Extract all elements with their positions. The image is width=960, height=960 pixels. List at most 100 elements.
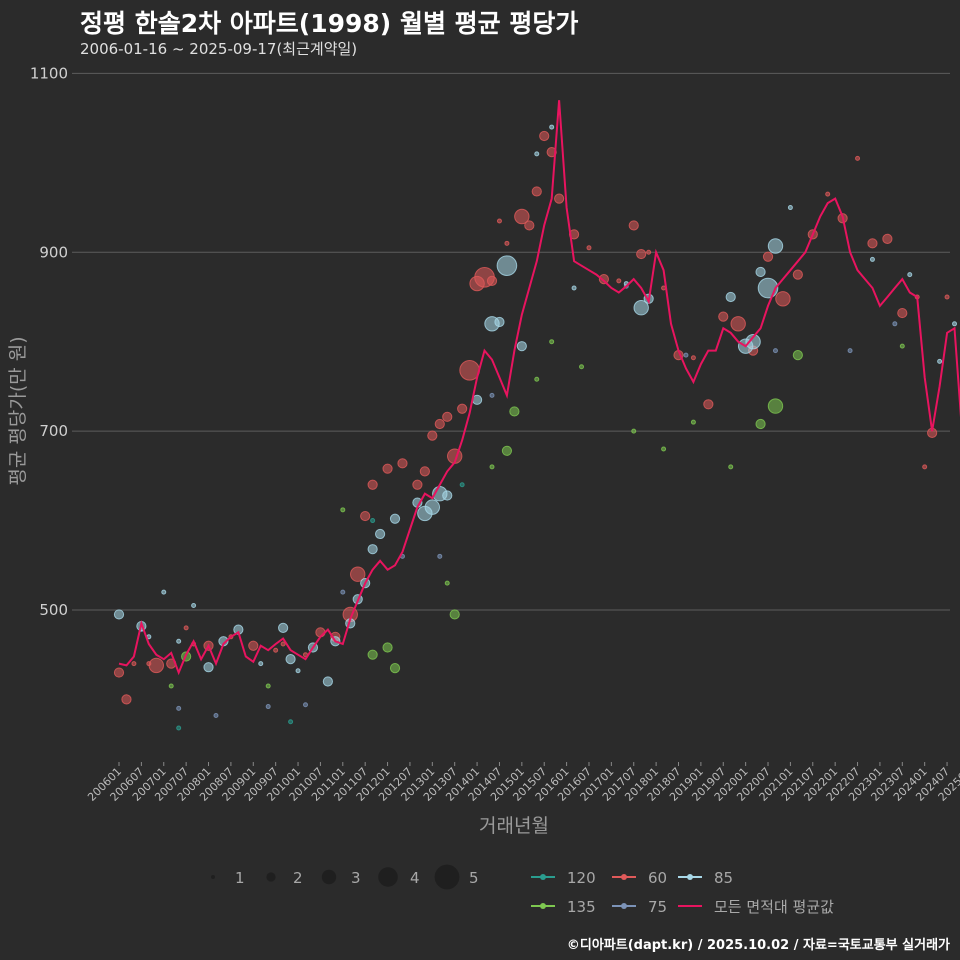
point-60-2013-03 — [434, 418, 445, 430]
point-60-2022-11 — [867, 238, 878, 249]
legend-label-75: 75 — [648, 898, 667, 916]
size-legend-label-4: 4 — [410, 869, 420, 887]
point-60-2020-07 — [762, 251, 774, 262]
point-85-2021-01 — [787, 205, 793, 211]
point-85-2017-09 — [633, 300, 649, 316]
point-135-2019-09 — [728, 464, 734, 470]
point-60-2013-01 — [427, 430, 438, 441]
point-135-2011-01 — [340, 507, 346, 513]
point-135-2020-05 — [755, 418, 766, 430]
point-60-2009-09 — [280, 641, 286, 647]
point-60-2016-11 — [598, 273, 610, 285]
y-tick-labels: 500 700 900 1100 — [30, 64, 68, 619]
point-120-2009-11 — [288, 719, 294, 725]
point-85-2010-09 — [322, 676, 333, 687]
point-75-2023-05 — [892, 321, 898, 327]
point-135-2018-03 — [661, 446, 667, 452]
point-85-2009-09 — [278, 622, 289, 633]
point-60-2019-07 — [718, 311, 729, 322]
legend-dot-135 — [540, 903, 546, 909]
point-75-2020-09 — [772, 348, 778, 354]
size-legend: 1 2 3 4 5 — [211, 864, 479, 890]
point-60-2013-09 — [457, 403, 468, 414]
legend-label-85: 85 — [714, 869, 733, 887]
point-120-2007-05 — [176, 725, 182, 731]
point-60-2014-05 — [486, 275, 498, 286]
x-axis-title: 거래년월 — [479, 815, 549, 837]
point-135-2007-03 — [168, 683, 174, 689]
point-135-2013-07 — [449, 609, 460, 620]
size-legend-dot-5 — [434, 864, 460, 890]
point-120-2011-09 — [370, 518, 376, 524]
point-85-2020-09 — [767, 238, 784, 254]
point-85-2024-05 — [937, 358, 943, 364]
point-85-2008-01 — [203, 662, 214, 673]
point-60-2021-11 — [825, 191, 831, 197]
point-60-2015-01 — [514, 208, 530, 225]
point-60-2015-07 — [539, 130, 550, 142]
point-85-2009-03 — [258, 661, 264, 667]
point-85-2014-07 — [494, 316, 505, 328]
point-135-2009-05 — [265, 683, 271, 689]
point-60-2023-07 — [897, 307, 908, 319]
point-60-2024-07 — [944, 294, 950, 300]
point-60-2022-07 — [855, 155, 861, 161]
y-axis-title: 평균 평당가(만 원) — [7, 336, 29, 485]
point-135-2016-05 — [579, 364, 585, 370]
point-85-2010-01 — [295, 668, 301, 674]
point-60-2016-07 — [586, 245, 592, 251]
point-135-2018-11 — [690, 419, 696, 425]
point-60-2011-07 — [360, 510, 371, 522]
point-85-2013-01 — [424, 499, 441, 515]
point-85-2013-05 — [442, 490, 453, 501]
point-135-2011-09 — [367, 649, 378, 660]
source-caption: ©디아파트(dapt.kr) / 2025.10.02 / 자료=국토교통부 실… — [566, 938, 950, 953]
chart-subtitle: 2006-01-16 ~ 2025-09-17(최근계약일) — [80, 40, 358, 58]
point-135-2012-03 — [389, 663, 401, 674]
legend-label-120: 120 — [567, 869, 596, 887]
point-60-2017-09 — [636, 248, 647, 260]
point-135-2013-05 — [444, 580, 450, 586]
grid-lines — [72, 72, 950, 611]
point-135-2014-05 — [489, 464, 495, 470]
legend-dot-85 — [687, 874, 693, 880]
point-75-2014-05 — [489, 392, 495, 398]
point-60-2012-05 — [397, 458, 408, 469]
point-60-2006-11 — [148, 657, 165, 674]
point-85-2012-03 — [389, 513, 401, 524]
point-75-2022-05 — [847, 348, 853, 354]
point-85-2024-09 — [952, 321, 958, 327]
point-60-2017-07 — [628, 220, 639, 231]
point-85-2019-09 — [725, 291, 736, 303]
point-135-2017-07 — [631, 428, 637, 434]
point-85-2007-01 — [161, 589, 167, 595]
point-60-2011-09 — [367, 479, 378, 490]
point-85-2007-09 — [191, 603, 197, 609]
chart-title: 정평 한솔2차 아파트(1998) 월별 평균 평당가 — [80, 9, 579, 38]
point-75-2007-05 — [176, 705, 182, 711]
point-135-2015-05 — [534, 376, 540, 382]
point-135-2015-09 — [549, 339, 555, 345]
point-120-2013-09 — [459, 482, 465, 488]
y-tick-700: 700 — [39, 422, 68, 440]
x-tick-labels: 2006012006072007012007072008012008072009… — [85, 762, 960, 804]
point-135-2020-09 — [767, 398, 784, 414]
point-75-2010-03 — [303, 702, 308, 708]
color-legend: 120 60 85 135 75 모든 면적대 평균값 — [531, 869, 834, 916]
point-75-2018-09 — [683, 352, 689, 358]
point-85-2007-05 — [176, 638, 182, 644]
point-135-2014-09 — [501, 445, 513, 456]
point-60-2012-09 — [412, 479, 423, 490]
average-line — [118, 100, 960, 676]
point-85-2015-09 — [549, 124, 555, 130]
point-85-2020-05 — [755, 266, 766, 278]
point-135-2023-07 — [899, 343, 905, 349]
legend-label-60: 60 — [648, 869, 667, 887]
point-85-2015-05 — [534, 151, 540, 157]
size-legend-label-1: 1 — [235, 869, 245, 887]
point-60-2006-01 — [113, 667, 125, 678]
point-85-2022-11 — [869, 256, 875, 262]
point-85-2016-03 — [571, 285, 577, 291]
point-60-2023-03 — [882, 233, 893, 244]
legend-label-135: 135 — [567, 898, 596, 916]
